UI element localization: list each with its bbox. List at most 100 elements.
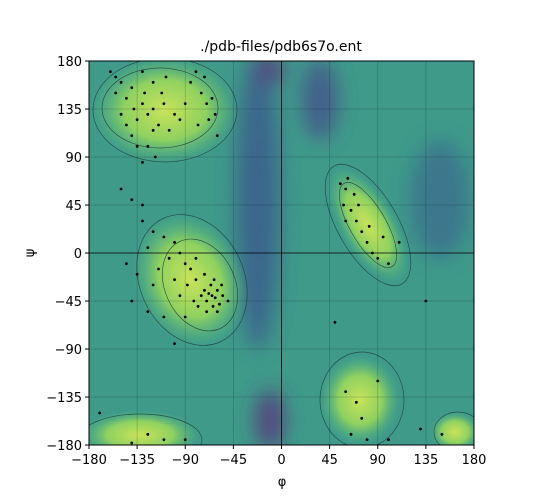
point: [346, 176, 350, 180]
y-tick-label: −45: [55, 295, 82, 310]
point: [440, 432, 444, 436]
chart-title: ./pdb-files/pdb6s7o.ent: [200, 39, 362, 55]
point: [211, 304, 215, 308]
point: [365, 438, 369, 442]
point: [162, 102, 166, 106]
point: [387, 262, 390, 266]
point: [151, 230, 155, 234]
point: [141, 219, 144, 223]
point: [141, 102, 144, 106]
point: [162, 235, 166, 239]
point: [185, 283, 189, 287]
point: [215, 310, 219, 314]
x-tick-label: 180: [462, 453, 487, 468]
point: [367, 224, 371, 228]
point: [143, 91, 147, 95]
y-tick-label: 135: [57, 103, 82, 118]
density-background: [89, 61, 474, 445]
point: [196, 123, 200, 127]
point: [132, 107, 136, 111]
point: [183, 315, 187, 319]
point: [349, 432, 353, 436]
point: [419, 427, 422, 431]
point: [194, 70, 198, 74]
point: [199, 91, 203, 95]
point: [203, 272, 206, 276]
point: [183, 262, 187, 266]
point: [352, 192, 356, 196]
point: [173, 342, 176, 346]
point: [365, 240, 369, 244]
point: [130, 299, 134, 303]
point: [119, 112, 123, 116]
point: [220, 283, 224, 287]
point: [397, 240, 401, 244]
point: [146, 432, 150, 436]
point: [119, 80, 123, 84]
point: [130, 134, 134, 138]
point: [376, 256, 380, 260]
point: [194, 278, 198, 282]
point: [189, 80, 192, 84]
point: [360, 416, 364, 420]
point: [213, 296, 217, 300]
point: [354, 219, 358, 223]
point: [344, 219, 348, 223]
point: [164, 75, 168, 79]
point: [203, 288, 206, 292]
point: [146, 310, 150, 314]
point: [151, 80, 155, 84]
point: [424, 299, 428, 303]
point: [125, 96, 128, 100]
y-tick-label: 180: [57, 55, 82, 70]
point: [157, 123, 160, 127]
x-tick-label: 90: [369, 453, 386, 468]
y-axis-label: ψ: [23, 249, 38, 258]
point: [207, 292, 211, 295]
point: [199, 294, 203, 298]
point: [130, 441, 134, 445]
point: [146, 144, 150, 148]
point: [178, 294, 182, 298]
point: [210, 294, 214, 298]
y-tick-label: −135: [46, 391, 82, 406]
point: [151, 107, 155, 111]
point: [157, 267, 160, 271]
point: [98, 411, 102, 415]
point: [125, 262, 128, 266]
y-tick-label: −180: [46, 439, 82, 454]
point: [146, 246, 150, 250]
point: [371, 251, 374, 255]
point: [344, 390, 348, 394]
point: [167, 128, 171, 132]
point: [135, 272, 139, 276]
x-tick-label: −90: [172, 453, 199, 468]
point: [205, 299, 209, 303]
point: [141, 203, 144, 207]
point: [114, 91, 118, 95]
point: [205, 102, 209, 106]
point: [151, 128, 155, 132]
point: [357, 203, 360, 207]
point: [125, 123, 128, 127]
point: [194, 256, 198, 260]
point: [189, 267, 192, 271]
x-tick-label: 45: [321, 453, 338, 468]
point: [130, 86, 134, 90]
point: [333, 320, 337, 324]
point: [203, 75, 206, 79]
point: [162, 315, 166, 319]
point: [376, 379, 380, 383]
point: [215, 134, 219, 138]
point: [151, 283, 155, 287]
point: [205, 310, 209, 314]
point: [146, 112, 150, 116]
y-tick-label: 45: [65, 199, 82, 214]
point: [183, 102, 187, 106]
x-tick-label: 135: [413, 453, 438, 468]
point: [209, 283, 213, 287]
x-tick-label: −180: [71, 453, 107, 468]
point: [360, 230, 364, 234]
x-tick-label: −45: [220, 453, 247, 468]
